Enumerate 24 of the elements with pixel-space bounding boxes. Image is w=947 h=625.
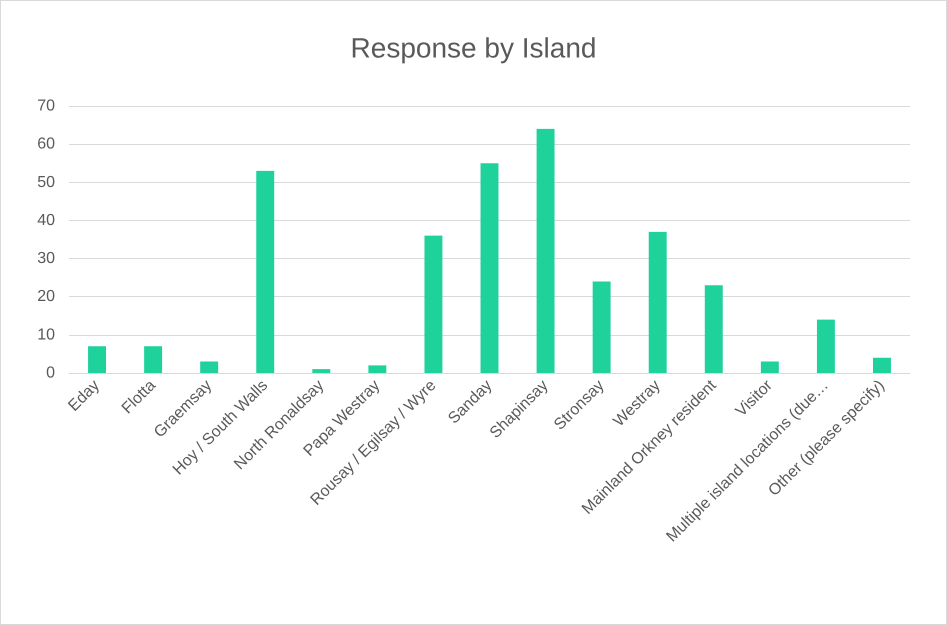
- bar: [312, 369, 330, 373]
- bar: [816, 320, 835, 373]
- bar: [872, 358, 891, 373]
- y-tick-label: 20: [37, 288, 56, 306]
- bar: [592, 281, 611, 373]
- chart-title: Response by Island: [350, 32, 596, 64]
- bar: [88, 346, 106, 373]
- bar: [760, 362, 779, 373]
- bar: [144, 346, 162, 373]
- bar: [536, 128, 555, 373]
- bar: [480, 163, 498, 373]
- bar: [424, 236, 442, 373]
- y-tick-label: 50: [37, 174, 56, 191]
- bar: [256, 170, 274, 373]
- bar: [200, 362, 218, 373]
- y-tick-label: 30: [37, 250, 56, 268]
- y-tick-label: 60: [37, 136, 56, 153]
- y-tick-label: 70: [37, 98, 56, 114]
- bar: [368, 365, 386, 373]
- bar: [648, 232, 667, 373]
- y-tick-label: 40: [37, 212, 56, 229]
- y-tick-label: 10: [37, 326, 56, 344]
- y-tick-label: 0: [46, 364, 56, 382]
- bar: [704, 285, 723, 373]
